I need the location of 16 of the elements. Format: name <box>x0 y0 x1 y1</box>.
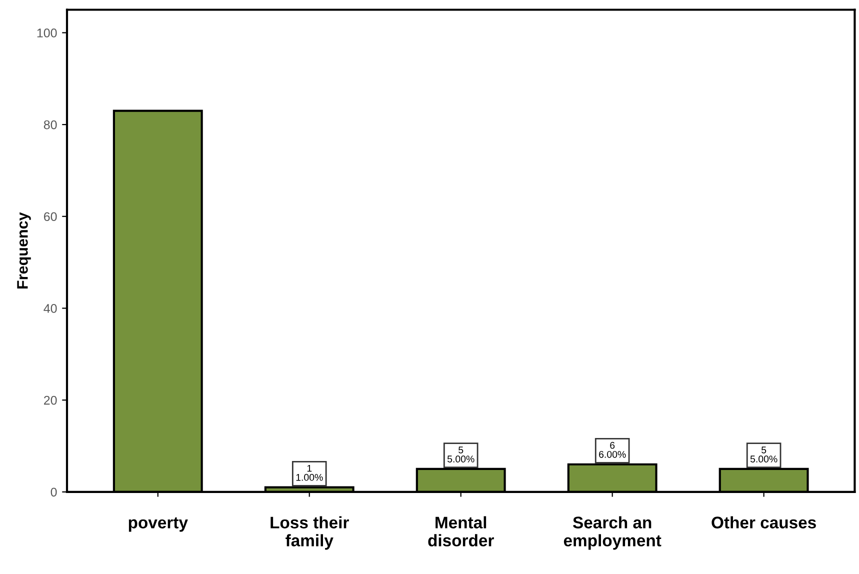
x-tick-label: Search an employment <box>564 516 662 550</box>
x-tick-label: Loss their family <box>270 516 349 550</box>
data-label: 1 1.00% <box>296 464 323 481</box>
data-label: 5 5.00% <box>447 446 474 462</box>
y-tick-label: 0 <box>50 488 57 497</box>
x-tick-label: poverty <box>128 517 188 532</box>
y-tick-label: 60 <box>44 212 57 222</box>
data-label: 6 6.00% <box>599 442 626 458</box>
y-axis-title: Frequency <box>17 212 31 288</box>
y-tick-label: 40 <box>44 304 57 313</box>
data-label: 5 5.00% <box>750 446 778 462</box>
y-tick-label: 20 <box>44 396 57 405</box>
x-tick-label: Mental disorder <box>428 516 494 546</box>
y-tick-label: 80 <box>44 120 57 130</box>
x-tick-label: Other causes <box>712 516 816 528</box>
y-tick-label: 100 <box>37 28 57 38</box>
